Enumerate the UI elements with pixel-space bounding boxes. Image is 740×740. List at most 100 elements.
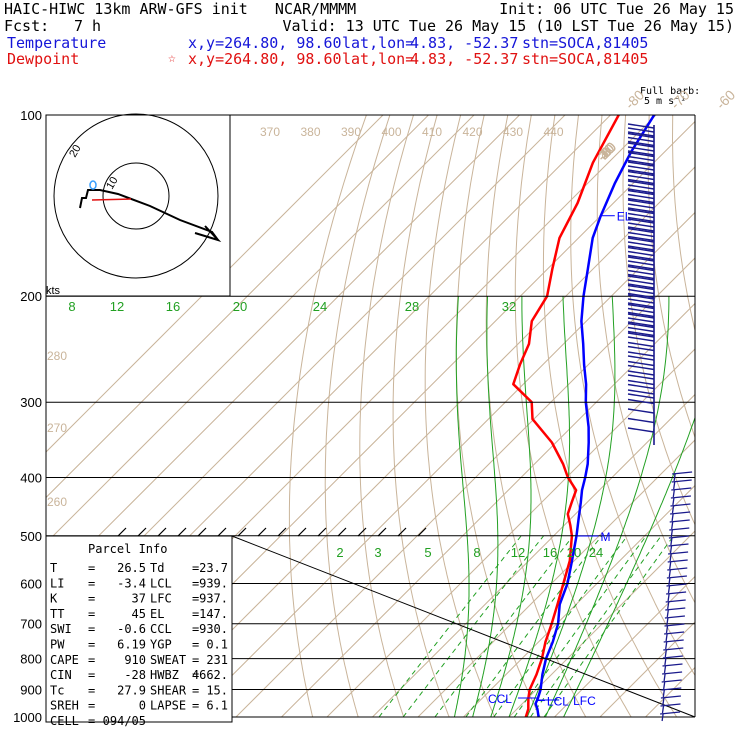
pressure-label: 600 bbox=[20, 576, 42, 591]
wind-barb bbox=[627, 417, 655, 424]
wind-barb bbox=[627, 303, 655, 310]
wind-barb bbox=[662, 663, 683, 667]
wind-barb bbox=[627, 383, 655, 390]
hodograph-inset: 10 20 kts bbox=[45, 113, 231, 297]
wetbulb-label: 16 bbox=[166, 299, 180, 314]
wind-barb bbox=[627, 188, 655, 194]
wind-barb bbox=[673, 481, 676, 490]
hatch-mark bbox=[257, 527, 267, 537]
parcel-value: 6.19 bbox=[117, 638, 146, 652]
wind-barb bbox=[627, 231, 655, 238]
hatch-mark bbox=[137, 527, 147, 537]
mixing-ratio-label: 8 bbox=[473, 545, 480, 560]
mixing-ratio-line bbox=[513, 535, 647, 717]
wind-barb bbox=[664, 615, 685, 619]
parcel-key: LAPSE bbox=[150, 699, 186, 713]
wind-barb bbox=[666, 583, 687, 587]
parcel-key: CCL bbox=[150, 622, 172, 636]
wetbulb-label: 32 bbox=[502, 299, 516, 314]
parcel-eq: = bbox=[88, 699, 95, 713]
wind-barb bbox=[668, 551, 689, 555]
wind-barb bbox=[666, 609, 669, 618]
parcel-eq: = bbox=[192, 622, 199, 636]
wind-barb bbox=[627, 245, 655, 251]
mixing-ratio-label: 2 bbox=[336, 545, 343, 560]
isotherm bbox=[372, 393, 695, 717]
wind-barb bbox=[627, 408, 655, 414]
barb-legend-title: Full barb: bbox=[640, 86, 701, 97]
parcel-value: 4662. bbox=[192, 668, 228, 682]
wind-barb bbox=[627, 159, 655, 166]
wind-barb bbox=[627, 226, 655, 232]
wind-barb bbox=[627, 389, 655, 395]
wind-barb bbox=[627, 360, 655, 367]
hodograph-shear-vector bbox=[91, 198, 132, 201]
dry-adiabat bbox=[392, 115, 450, 717]
wind-barb bbox=[627, 216, 655, 223]
parcel-key: YGP bbox=[150, 638, 172, 652]
wind-barb bbox=[627, 189, 655, 196]
pressure-label: 700 bbox=[20, 617, 42, 632]
wind-barb bbox=[627, 374, 655, 380]
ccl-label: CCL bbox=[488, 692, 512, 706]
mixing-ratio-label: 3 bbox=[374, 545, 381, 560]
mixing-ratio-label: 24 bbox=[589, 545, 603, 560]
parcel-eq: = bbox=[88, 592, 95, 606]
wind-barb bbox=[627, 302, 655, 308]
theta-e-label: 370 bbox=[260, 125, 280, 139]
lcl-label: LCL bbox=[547, 695, 569, 709]
valid-time: Valid: 13 UTC Tue 26 May 15 (10 LST Tue … bbox=[282, 17, 734, 35]
m-label: M bbox=[600, 530, 610, 544]
wind-barb bbox=[627, 313, 655, 319]
isotherm bbox=[645, 666, 695, 717]
panel-diagonal bbox=[231, 535, 696, 718]
wind-barb bbox=[627, 142, 655, 148]
wind-barb bbox=[627, 279, 655, 285]
wind-barb bbox=[627, 140, 655, 147]
wind-barb bbox=[627, 123, 655, 129]
wind-barb bbox=[627, 273, 655, 280]
parcel-value: 26.5 bbox=[117, 561, 146, 575]
dry-adiabat bbox=[720, 115, 740, 717]
mixing-ratio-label: 12 bbox=[511, 545, 525, 560]
wind-barb bbox=[627, 222, 655, 228]
wind-barb bbox=[627, 393, 655, 399]
wetbulb-label: 28 bbox=[405, 299, 419, 314]
wind-barb bbox=[627, 127, 655, 133]
parcel-key: EL bbox=[150, 607, 164, 621]
pressure-label: 800 bbox=[20, 652, 42, 667]
parcel-eq: = bbox=[192, 683, 199, 697]
wind-barb bbox=[627, 364, 655, 371]
mixing-ratio-line bbox=[543, 535, 675, 717]
hodograph-units: kts bbox=[46, 285, 61, 297]
wind-barb bbox=[668, 535, 689, 539]
hatch-mark bbox=[397, 527, 407, 537]
wind-barb bbox=[661, 713, 664, 722]
wind-barb bbox=[665, 607, 686, 611]
wind-barb bbox=[667, 593, 670, 602]
isotherm-label: -60 bbox=[713, 87, 739, 113]
parcel-eq: = bbox=[192, 699, 199, 713]
wind-barb bbox=[627, 275, 655, 281]
lfc-label: LFC bbox=[573, 694, 596, 708]
parcel-value: 147. bbox=[199, 607, 228, 621]
wind-barb bbox=[627, 155, 655, 162]
parcel-value: 939. bbox=[199, 576, 228, 590]
temperature-trace bbox=[534, 115, 656, 717]
dewpoint-latlon-label: lat,lon= bbox=[342, 50, 415, 68]
wind-barb bbox=[665, 641, 668, 650]
wind-barb bbox=[627, 260, 655, 266]
wind-barb bbox=[627, 370, 655, 376]
wind-barb bbox=[664, 649, 667, 658]
parcel-value: 910 bbox=[124, 653, 146, 667]
parcel-value: 094/05 bbox=[103, 714, 146, 728]
parcel-info-title: Parcel Info bbox=[88, 542, 167, 556]
pressure-label: 100 bbox=[20, 108, 42, 123]
dry-adiabat bbox=[696, 115, 740, 717]
wind-barb bbox=[670, 503, 691, 507]
dry-adiabat bbox=[424, 115, 496, 717]
wind-barb bbox=[667, 601, 670, 610]
wind-barb bbox=[668, 543, 689, 547]
wind-barb bbox=[669, 545, 673, 554]
mixing-ratio-label: 20 bbox=[567, 545, 581, 560]
